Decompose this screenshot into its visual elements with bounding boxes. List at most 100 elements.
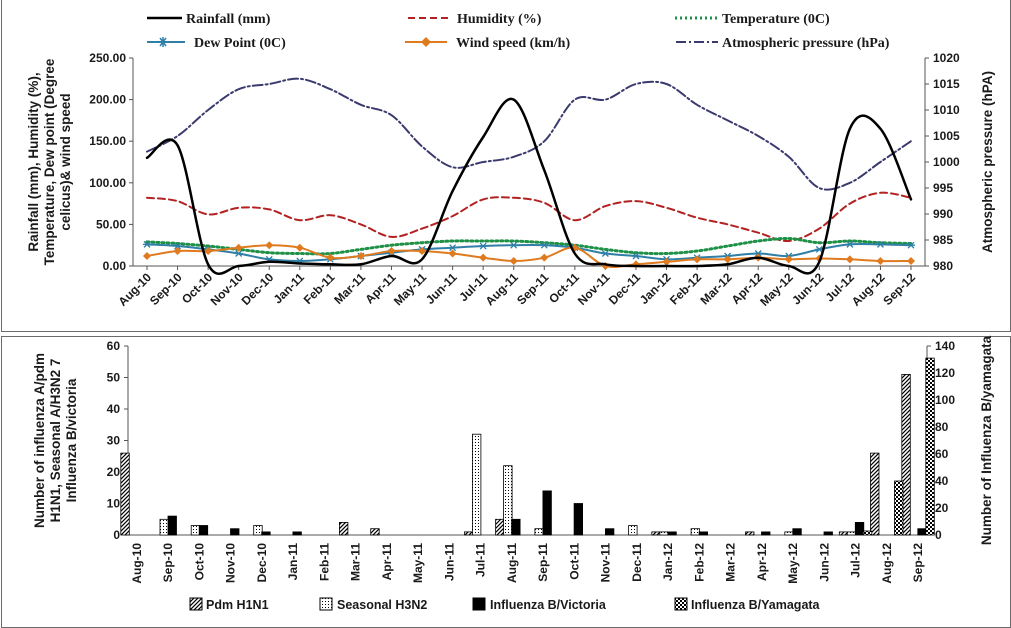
top-series: [143, 77, 915, 276]
top-y2-tick-label: 995: [933, 181, 953, 195]
top-y-axis-label: Rainfall (mm), Humidity (%),Temperature,…: [26, 58, 73, 265]
data-point-wind-speed-km-h: [265, 241, 274, 250]
data-point-wind-speed-km-h: [387, 247, 396, 256]
bottom-y-tick-label: 60: [107, 339, 121, 353]
data-point-wind-speed-km-h: [143, 252, 151, 261]
bar-pdm-h1n1: [120, 452, 130, 536]
bottom-x-tick-label: Jan-12: [661, 543, 675, 581]
top-x-tick-label: May-11: [391, 270, 429, 308]
data-point-wind-speed-km-h: [509, 257, 518, 266]
top-y2-tick-label: 1015: [933, 77, 960, 91]
top-y2-tick-label: 1010: [933, 103, 960, 117]
top-y-tick-label: 0.00: [103, 259, 127, 273]
legend-pressure: Atmospheric pressure (hPa): [722, 36, 890, 51]
data-point-wind-speed-km-h: [295, 243, 304, 252]
top-x-tick-label: Aug-11: [483, 270, 521, 308]
top-y-tick-label: 250.00: [89, 51, 126, 65]
bottom-x-tick-label: Sep-12: [911, 543, 925, 583]
top-y-tick-label: 100.00: [89, 176, 126, 190]
bottom-y2-axis-label: Number of Influenza B/yamagata: [979, 335, 994, 545]
bottom-x-ticks: Aug-10 Sep-10 Oct-10 Nov-10 Dec-10 Jan-11 Feb-…: [130, 543, 925, 584]
bar-pdm-h1n1: [495, 518, 505, 536]
top-y2-tick-label: 1005: [933, 129, 960, 143]
data-point-wind-speed-km-h: [326, 253, 335, 262]
bottom-y2-tick-label: 40: [935, 474, 949, 488]
bar-influenza-b-yamagata: [925, 357, 935, 536]
top-legend: Rainfall (mm) Humidity (%) Temperature (…: [147, 12, 890, 51]
data-point-wind-speed-km-h: [418, 247, 427, 256]
bar-seasonal-h3n2: [503, 465, 513, 536]
top-x-tick-label: Feb-12: [667, 270, 704, 307]
bar-pdm-h1n1: [745, 531, 755, 536]
top-y2-tick-label: 980: [933, 259, 953, 273]
data-point-dew-point-0c: [601, 250, 610, 257]
bar-influenza-b-victoria: [605, 528, 615, 536]
top-x-tick-label: Nov-11: [575, 270, 613, 308]
top-x-tick-label: Sep-10: [147, 270, 185, 308]
top-x-ticks: Aug-10Sep-10Oct-10Nov-10Dec-10Jan-11Feb-…: [115, 266, 918, 309]
bottom-y2-tick-label: 100: [935, 393, 955, 407]
bottom-chart: 0 10 20 30 40 50 60 0 20 40 60 80 100 120 140 Aug-10 S…: [32, 335, 994, 612]
bar-influenza-b-victoria: [167, 515, 177, 536]
legend-b-victoria: Influenza B/Victoria: [490, 598, 607, 612]
bottom-x-tick-label: Jul-12: [849, 543, 863, 578]
bar-seasonal-h3n2: [471, 433, 482, 536]
bottom-x-tick-label: Dec-11: [630, 543, 644, 582]
bar-seasonal-h3n2: [659, 531, 669, 536]
bar-pdm-h1n1: [901, 373, 911, 536]
bottom-x-tick-label: Jun-12: [817, 543, 831, 582]
bottom-x-tick-label: Jun-11: [442, 543, 456, 581]
top-x-tick-label: Mar-12: [698, 270, 735, 307]
bar-pdm-h1n1: [463, 531, 474, 536]
bottom-x-tick-label: Apr-12: [755, 543, 769, 581]
bottom-y2-tick-label: 0: [935, 528, 942, 542]
climate-chart-panel: [1, 0, 1011, 332]
data-point-wind-speed-km-h: [723, 255, 732, 264]
data-point-wind-speed-km-h: [662, 257, 671, 266]
legend-dewpoint: Dew Point (0C): [194, 36, 286, 51]
bottom-y2-tick-label: 120: [935, 366, 955, 380]
top-x-tick-label: Dec-11: [606, 270, 643, 307]
bar-influenza-b-victoria: [230, 528, 240, 536]
bar-influenza-b-victoria: [542, 490, 552, 536]
bar-pdm-h1n1: [338, 522, 349, 536]
bottom-x-tick-label: Aug-12: [880, 543, 894, 584]
data-point-wind-speed-km-h: [845, 255, 854, 264]
data-point-dew-point-0c: [845, 240, 854, 248]
legend-swatch-pdm-h1n1: [189, 597, 203, 611]
bottom-y-axis-label: Number of influenza A/pdmH1N1, Seasonal …: [32, 353, 79, 528]
data-point-dew-point-0c: [234, 250, 243, 257]
top-y-ticks: 0.00 50.00 100.00 150.00 200.00 250.00: [89, 51, 133, 273]
bottom-x-tick-label: Feb-11: [317, 543, 331, 581]
legend-swatch-b-yamagata: [674, 597, 688, 611]
bar-influenza-b-victoria: [292, 531, 302, 536]
bar-influenza-b-victoria: [823, 531, 833, 536]
bottom-y-tick-label: 40: [107, 402, 121, 416]
bottom-y-tick-label: 0: [113, 528, 120, 542]
bar-influenza-b-victoria: [573, 503, 583, 536]
legend-humidity: Humidity (%): [457, 12, 542, 27]
legend-rainfall: Rainfall (mm): [186, 12, 271, 27]
data-point-dew-point-0c: [876, 240, 885, 248]
top-x-tick-label: Jun-11: [423, 270, 460, 307]
bar-seasonal-h3n2: [190, 525, 201, 536]
top-y2-tick-label: 1000: [933, 155, 960, 169]
top-x-tick-label: Aug-12: [849, 270, 888, 309]
data-point-wind-speed-km-h: [907, 257, 915, 266]
bar-influenza-b-victoria: [667, 531, 677, 536]
data-point-wind-speed-km-h: [540, 253, 549, 262]
top-y-tick-label: 50.00: [96, 217, 126, 231]
top-x-tick-label: Feb-11: [301, 270, 338, 307]
bottom-x-tick-label: Dec-10: [255, 543, 269, 583]
bottom-y-tick-label: 30: [107, 434, 121, 448]
bottom-axes: [127, 346, 928, 536]
legend-swatch-seasonal-h3n2: [319, 597, 333, 611]
bottom-x-tick-label: Jan-11: [286, 543, 300, 581]
bottom-x-tick-label: May-12: [786, 543, 800, 584]
data-point-wind-speed-km-h: [693, 255, 702, 264]
top-x-tick-label: Sep-11: [514, 270, 551, 307]
data-point-dew-point-0c: [173, 242, 182, 250]
bar-pdm-h1n1: [838, 531, 849, 536]
bar-seasonal-h3n2: [159, 518, 169, 536]
